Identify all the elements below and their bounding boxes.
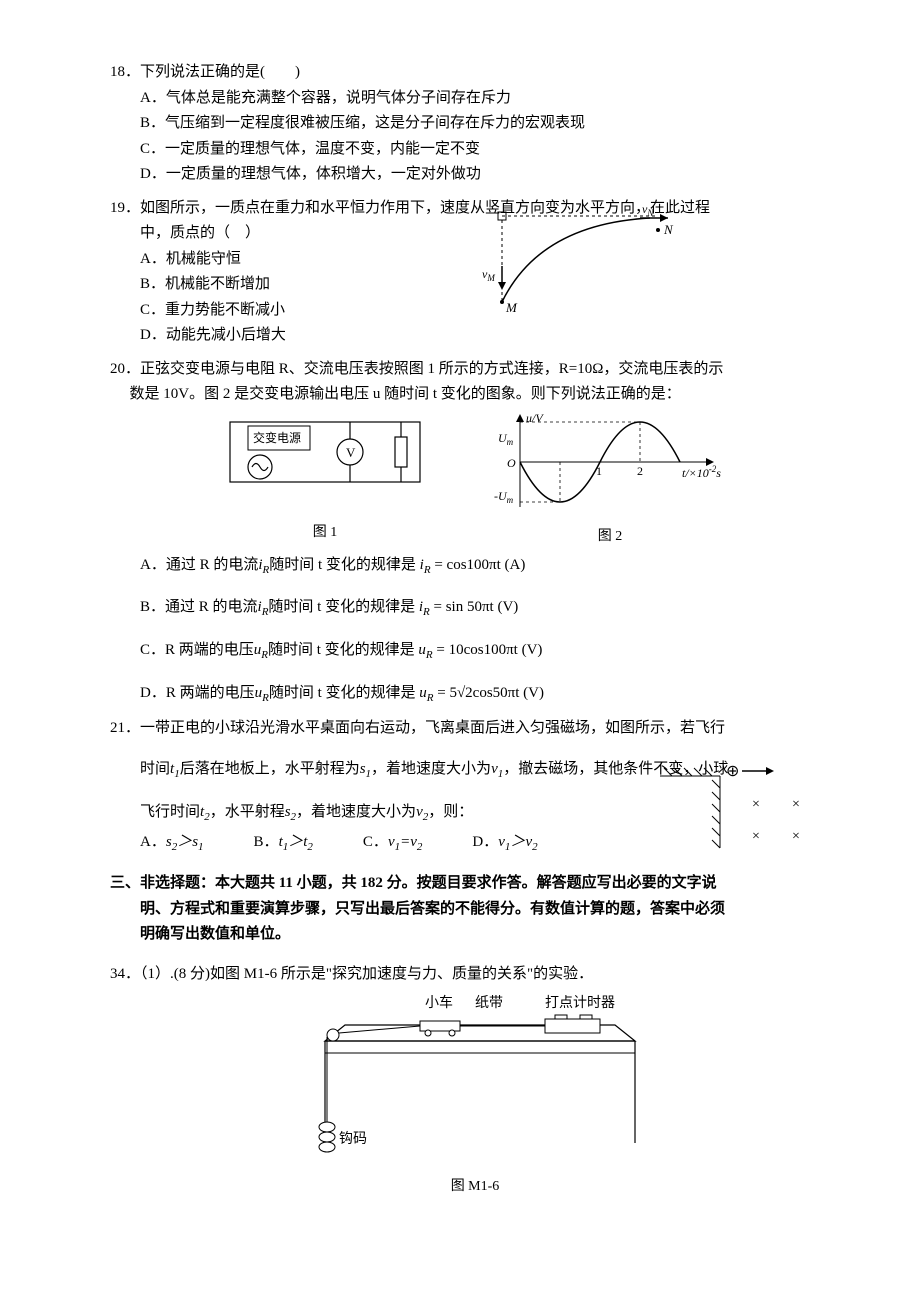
q18-opt-c: C．一定质量的理想气体，温度不变，内能一定不变 (110, 137, 840, 163)
q21-opt-b: B．t1＞t2 (254, 830, 313, 857)
q20-stem-line1: 20．正弦交变电源与电阻 R、交流电压表按照图 1 所示的方式连接，R=10Ω，… (110, 357, 840, 383)
q19-stem-line1: 19．如图所示，一质点在重力和水平恒力作用下，速度从竖直方向变为水平方向，在此过… (110, 196, 840, 222)
q19-figure: vN N vM M (480, 206, 690, 316)
q19-opt-a: A．机械能守恒 (110, 247, 840, 273)
question-20: 20．正弦交变电源与电阻 R、交流电压表按照图 1 所示的方式连接，R=10Ω，… (110, 357, 840, 708)
question-34: 34．（1）.(8 分)如图 M1-6 所示是"探究加速度与力、质量的关系"的实… (110, 962, 840, 1199)
svg-text:⊕: ⊕ (726, 764, 739, 780)
q19-stem-line2: 中，质点的（ ） (110, 221, 840, 247)
q20-fig1-caption: 图 1 (220, 521, 430, 545)
svg-text:交变电源: 交变电源 (253, 430, 301, 445)
section-3-line2: 明、方程式和重要演算步骤，只写出最后答案的不能得分。有数值计算的题，答案中必须 (110, 897, 840, 923)
q18-opt-a: A．气体总是能充满整个容器，说明气体分子间存在斥力 (110, 86, 840, 112)
q19-opt-b: B．机械能不断增加 (110, 272, 840, 298)
q18-opt-b: B．气压缩到一定程度很难被压缩，这是分子间存在斥力的宏观表现 (110, 111, 840, 137)
q34-stem: 34．（1）.(8 分)如图 M1-6 所示是"探究加速度与力、质量的关系"的实… (110, 962, 840, 988)
q18-stem: 18．下列说法正确的是( ) (110, 60, 840, 86)
q21-opt-a: A．s2＞s1 (140, 830, 204, 857)
q20-figures: 交变电源 V 图 1 u/V (110, 412, 840, 549)
question-18: 18．下列说法正确的是( ) A．气体总是能充满整个容器，说明气体分子间存在斥力… (110, 60, 840, 188)
svg-text:1: 1 (596, 464, 602, 478)
svg-text:×: × (752, 797, 760, 812)
question-19: 19．如图所示，一质点在重力和水平恒力作用下，速度从竖直方向变为水平方向，在此过… (110, 196, 840, 349)
q20-fig2: u/V Um O -Um 1 2 t/×10-2s 图 2 (490, 412, 730, 549)
svg-text:×: × (752, 829, 760, 844)
svg-text:M: M (505, 300, 518, 315)
svg-text:u/V: u/V (526, 412, 544, 425)
section-3-heading: 三、非选择题：本大题共 11 小题，共 182 分。按题目要求作答。解答题应写出… (110, 871, 840, 948)
q19-opt-c: C．重力势能不断减小 (110, 298, 840, 324)
question-21: 21．一带正电的小球沿光滑水平桌面向右运动，飞离桌面后进入匀强磁场，如图所示，若… (110, 716, 840, 858)
svg-text:×: × (792, 797, 800, 812)
svg-text:O: O (507, 456, 516, 470)
q20-opt-d: D．R 两端的电压uR随时间 t 变化的规律是 uR = 5√2cos50πt … (110, 681, 840, 708)
svg-text:Um: Um (498, 431, 514, 447)
q20-opt-a: A．通过 R 的电流iR随时间 t 变化的规律是 iR = cos100πt (… (110, 553, 840, 580)
q19-opt-d: D．动能先减小后增大 (110, 323, 840, 349)
svg-text:钩码: 钩码 (339, 1131, 367, 1147)
svg-text:打点计时器: 打点计时器 (545, 994, 615, 1011)
svg-text:V: V (346, 445, 356, 460)
q34-figure-caption: 图 M1-6 (110, 1175, 840, 1199)
svg-text:2: 2 (637, 464, 643, 478)
svg-text:纸带: 纸带 (475, 995, 503, 1011)
section-3-line1: 三、非选择题：本大题共 11 小题，共 182 分。按题目要求作答。解答题应写出… (110, 871, 840, 897)
svg-text:N: N (663, 222, 674, 237)
svg-text:×: × (792, 829, 800, 844)
q21-opt-d: D．v1＞v2 (472, 830, 537, 857)
q20-opt-b: B．通过 R 的电流iR随时间 t 变化的规律是 iR = sin 50πt (… (110, 595, 840, 622)
q21-figure: ⊕ × × × × (660, 764, 820, 854)
q20-stem-line2: 数是 10V。图 2 是交变电源输出电压 u 随时间 t 变化的图象。则下列说法… (110, 382, 840, 408)
q34-figure: 小车 纸带 打点计时器 钩码 (285, 993, 665, 1173)
q21-stem-line1: 21．一带正电的小球沿光滑水平桌面向右运动，飞离桌面后进入匀强磁场，如图所示，若… (110, 716, 840, 742)
svg-text:vN: vN (642, 206, 654, 218)
q20-fig2-caption: 图 2 (490, 525, 730, 549)
svg-text:-Um: -Um (494, 489, 514, 505)
section-3-line3: 明确写出数值和单位。 (110, 922, 840, 948)
svg-text:t/×10-2s: t/×10-2s (682, 464, 721, 480)
q18-opt-d: D．一定质量的理想气体，体积增大，一定对外做功 (110, 162, 840, 188)
q20-opt-c: C．R 两端的电压uR随时间 t 变化的规律是 uR = 10cos100πt … (110, 638, 840, 665)
q20-fig1: 交变电源 V 图 1 (220, 412, 430, 549)
svg-text:小车: 小车 (425, 994, 453, 1011)
svg-text:vM: vM (482, 267, 495, 283)
q21-opt-c: C．v1=v2 (363, 830, 422, 857)
